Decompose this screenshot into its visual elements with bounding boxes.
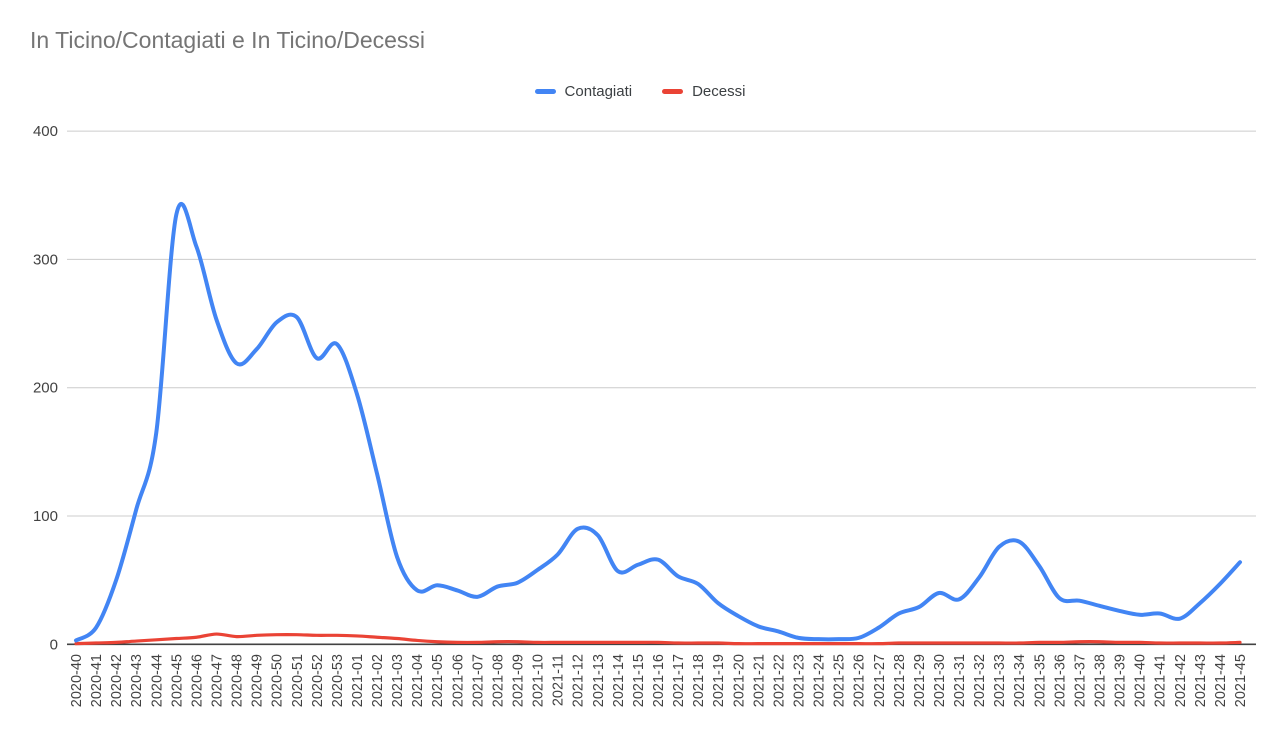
x-tick-label: 2021-11 xyxy=(551,654,567,706)
x-tick-label: 2020-47 xyxy=(209,654,225,707)
legend-label-decessi: Decessi xyxy=(692,83,746,100)
x-tick-label: 2021-42 xyxy=(1173,654,1189,707)
x-tick-label: 2021-05 xyxy=(430,654,446,707)
legend-swatch-decessi xyxy=(662,89,684,94)
x-tick-label: 2021-28 xyxy=(892,654,908,707)
y-tick-label: 0 xyxy=(50,636,58,653)
y-tick-label: 300 xyxy=(33,251,58,268)
x-tick-label: 2021-13 xyxy=(591,654,607,707)
legend: Contagiati Decessi xyxy=(0,83,1280,100)
y-tick-label: 100 xyxy=(33,508,58,525)
x-tick-label: 2021-45 xyxy=(1233,654,1249,707)
x-tick-label: 2021-19 xyxy=(711,654,727,707)
x-tick-label: 2021-15 xyxy=(631,654,647,707)
decessi-line xyxy=(74,632,1242,646)
x-tick-label: 2021-32 xyxy=(972,654,988,707)
contagiati-line xyxy=(74,202,1242,643)
x-tick-label: 2021-17 xyxy=(671,654,687,707)
x-tick-label: 2020-44 xyxy=(149,654,165,707)
x-tick-label: 2021-37 xyxy=(1072,654,1088,707)
x-tick-label: 2020-45 xyxy=(169,654,185,707)
x-tick-label: 2021-23 xyxy=(791,654,807,707)
x-tick-label: 2020-49 xyxy=(250,654,266,707)
x-tick-label: 2021-41 xyxy=(1153,654,1169,707)
legend-item-decessi: Decessi xyxy=(662,83,745,100)
x-tick-label: 2021-29 xyxy=(912,654,928,707)
x-tick-label: 2021-31 xyxy=(952,654,968,707)
x-tick-label: 2021-18 xyxy=(691,654,707,707)
x-tick-label: 2021-44 xyxy=(1213,654,1229,707)
legend-item-contagiati: Contagiati xyxy=(534,83,633,100)
x-tick-label: 2021-36 xyxy=(1052,654,1068,707)
x-tick-label: 2021-20 xyxy=(731,654,747,707)
x-tick-label: 2020-43 xyxy=(129,654,145,707)
x-tick-label: 2020-46 xyxy=(189,654,205,707)
x-tick-label: 2020-53 xyxy=(330,654,346,707)
x-tick-label: 2021-07 xyxy=(470,654,486,707)
y-tick-label: 200 xyxy=(33,380,58,397)
x-tick-label: 2021-38 xyxy=(1093,654,1109,707)
x-tick-label: 2020-40 xyxy=(69,654,85,707)
x-tick-label: 2021-21 xyxy=(751,654,767,707)
x-tick-label: 2021-10 xyxy=(531,654,547,707)
chart-title: In Ticino/Contagiati e In Ticino/Decessi xyxy=(30,27,426,53)
x-tick-label: 2021-30 xyxy=(932,654,948,707)
x-tick-label: 2021-01 xyxy=(350,654,366,707)
legend-label-contagiati: Contagiati xyxy=(564,83,633,100)
x-tick-label: 2021-02 xyxy=(370,654,386,707)
x-tick-label: 2020-48 xyxy=(230,654,246,707)
x-tick-label: 2021-43 xyxy=(1193,654,1209,707)
x-tick-label: 2021-14 xyxy=(611,654,627,707)
x-tick-label: 2021-06 xyxy=(450,654,466,707)
x-tick-label: 2021-34 xyxy=(1012,654,1028,707)
x-tick-label: 2021-22 xyxy=(771,654,787,707)
x-tick-label: 2020-41 xyxy=(89,654,105,707)
x-tick-label: 2021-39 xyxy=(1113,654,1129,707)
x-tick-label: 2020-42 xyxy=(109,654,125,707)
x-tick-label: 2021-25 xyxy=(832,654,848,707)
x-tick-label: 2021-08 xyxy=(490,654,506,707)
legend-swatch-contagiati xyxy=(534,89,556,94)
x-tick-label: 2021-24 xyxy=(812,654,828,707)
x-tick-label: 2021-27 xyxy=(872,654,888,707)
x-tick-label: 2020-52 xyxy=(310,654,326,707)
x-tick-label: 2021-26 xyxy=(852,654,868,707)
x-tick-label: 2021-04 xyxy=(410,654,426,707)
x-tick-label: 2021-33 xyxy=(992,654,1008,707)
x-tick-label: 2021-40 xyxy=(1133,654,1149,707)
x-tick-label: 2021-09 xyxy=(511,654,527,707)
x-tick-label: 2021-16 xyxy=(651,654,667,707)
x-tick-label: 2020-51 xyxy=(290,654,306,707)
x-tick-label: 2020-50 xyxy=(270,654,286,707)
x-tick-label: 2021-12 xyxy=(571,654,587,707)
x-tick-label: 2021-35 xyxy=(1032,654,1048,707)
y-tick-label: 400 xyxy=(33,123,58,140)
x-tick-label: 2021-03 xyxy=(390,654,406,707)
